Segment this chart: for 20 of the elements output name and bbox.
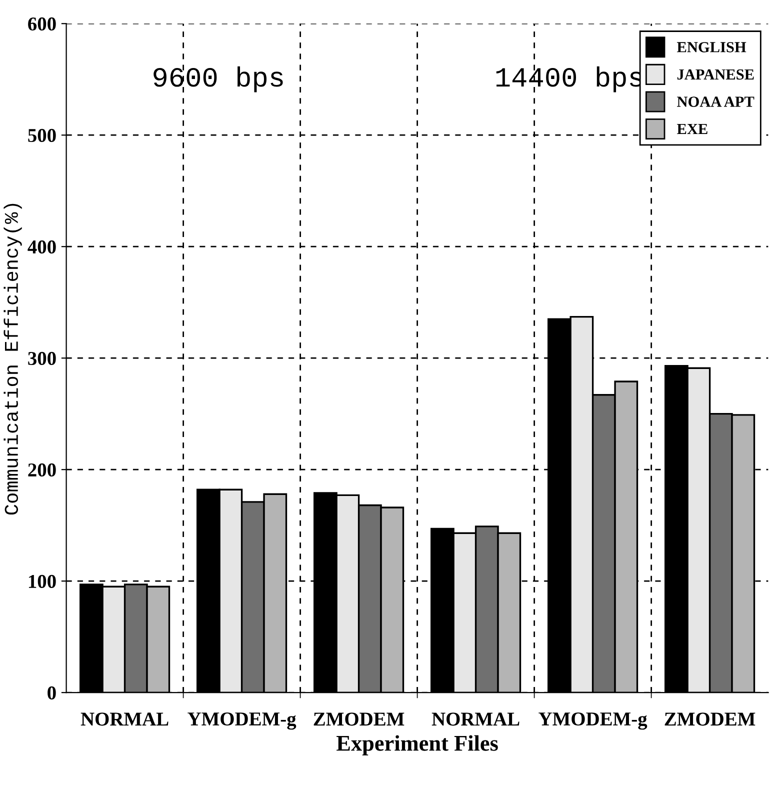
x-tick-label: NORMAL [80, 712, 168, 726]
legend-label: NOAA APT [677, 96, 754, 107]
y-axis-title: Communication Efficiency(%) [4, 204, 22, 515]
legend-label: JAPANESE [677, 69, 754, 80]
x-tick-label: NORMAL [432, 712, 520, 726]
legend-label: ENGLISH [676, 42, 746, 52]
y-tick-label: 300 [28, 352, 56, 366]
y-tick-label: 0 [48, 686, 56, 700]
x-tick-label: YMODEM-g [538, 712, 648, 730]
y-tick-label: 400 [28, 240, 56, 254]
y-tick-label: 200 [28, 463, 56, 477]
annotation: 9600 bps [154, 66, 283, 92]
x-tick-label: YMODEM-g [188, 712, 296, 730]
y-tick-label: 500 [28, 128, 56, 142]
x-axis-title: Experiment Files [336, 735, 498, 756]
legend-label: EXE [676, 124, 708, 134]
y-tick-label: 100 [28, 574, 56, 588]
x-tick-label: ZMODEM [314, 712, 404, 726]
y-tick-label: 600 [28, 17, 56, 31]
x-tick-label: ZMODEM [664, 712, 756, 726]
